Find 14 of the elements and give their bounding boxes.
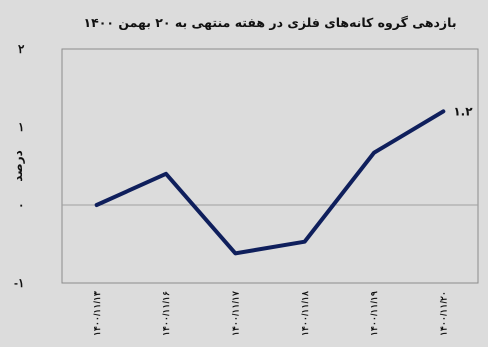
x-tick-label: ۱۴۰۰/۱۱/۱۶ bbox=[161, 291, 172, 336]
line-series bbox=[94, 109, 446, 256]
x-tick-label: ۱۴۰۰/۱۱/۱۳ bbox=[92, 291, 102, 336]
y-axis-title: درصد bbox=[11, 150, 25, 182]
x-tick-label: ۱۴۰۰/۱۱/۲۰ bbox=[438, 291, 448, 336]
y-tick-label: -۱ bbox=[14, 276, 24, 290]
y-tick-label: ۲ bbox=[18, 42, 25, 56]
data-label: ۱.۲ bbox=[453, 104, 474, 119]
y-tick-label: ۰ bbox=[18, 198, 24, 212]
x-tick-label: ۱۴۰۰/۱۱/۱۸ bbox=[300, 291, 310, 336]
y-tick-label: ۱ bbox=[18, 120, 24, 134]
chart-title: بازدهی گروه کانه‌های فلزی در هفته منتهی به ۲۰ بهمن ۱۴۰۰ bbox=[83, 15, 457, 31]
x-tick-label: ۱۴۰۰/۱۱/۱۹ bbox=[369, 291, 380, 336]
x-tick-label: ۱۴۰۰/۱۱/۱۷ bbox=[230, 291, 240, 336]
